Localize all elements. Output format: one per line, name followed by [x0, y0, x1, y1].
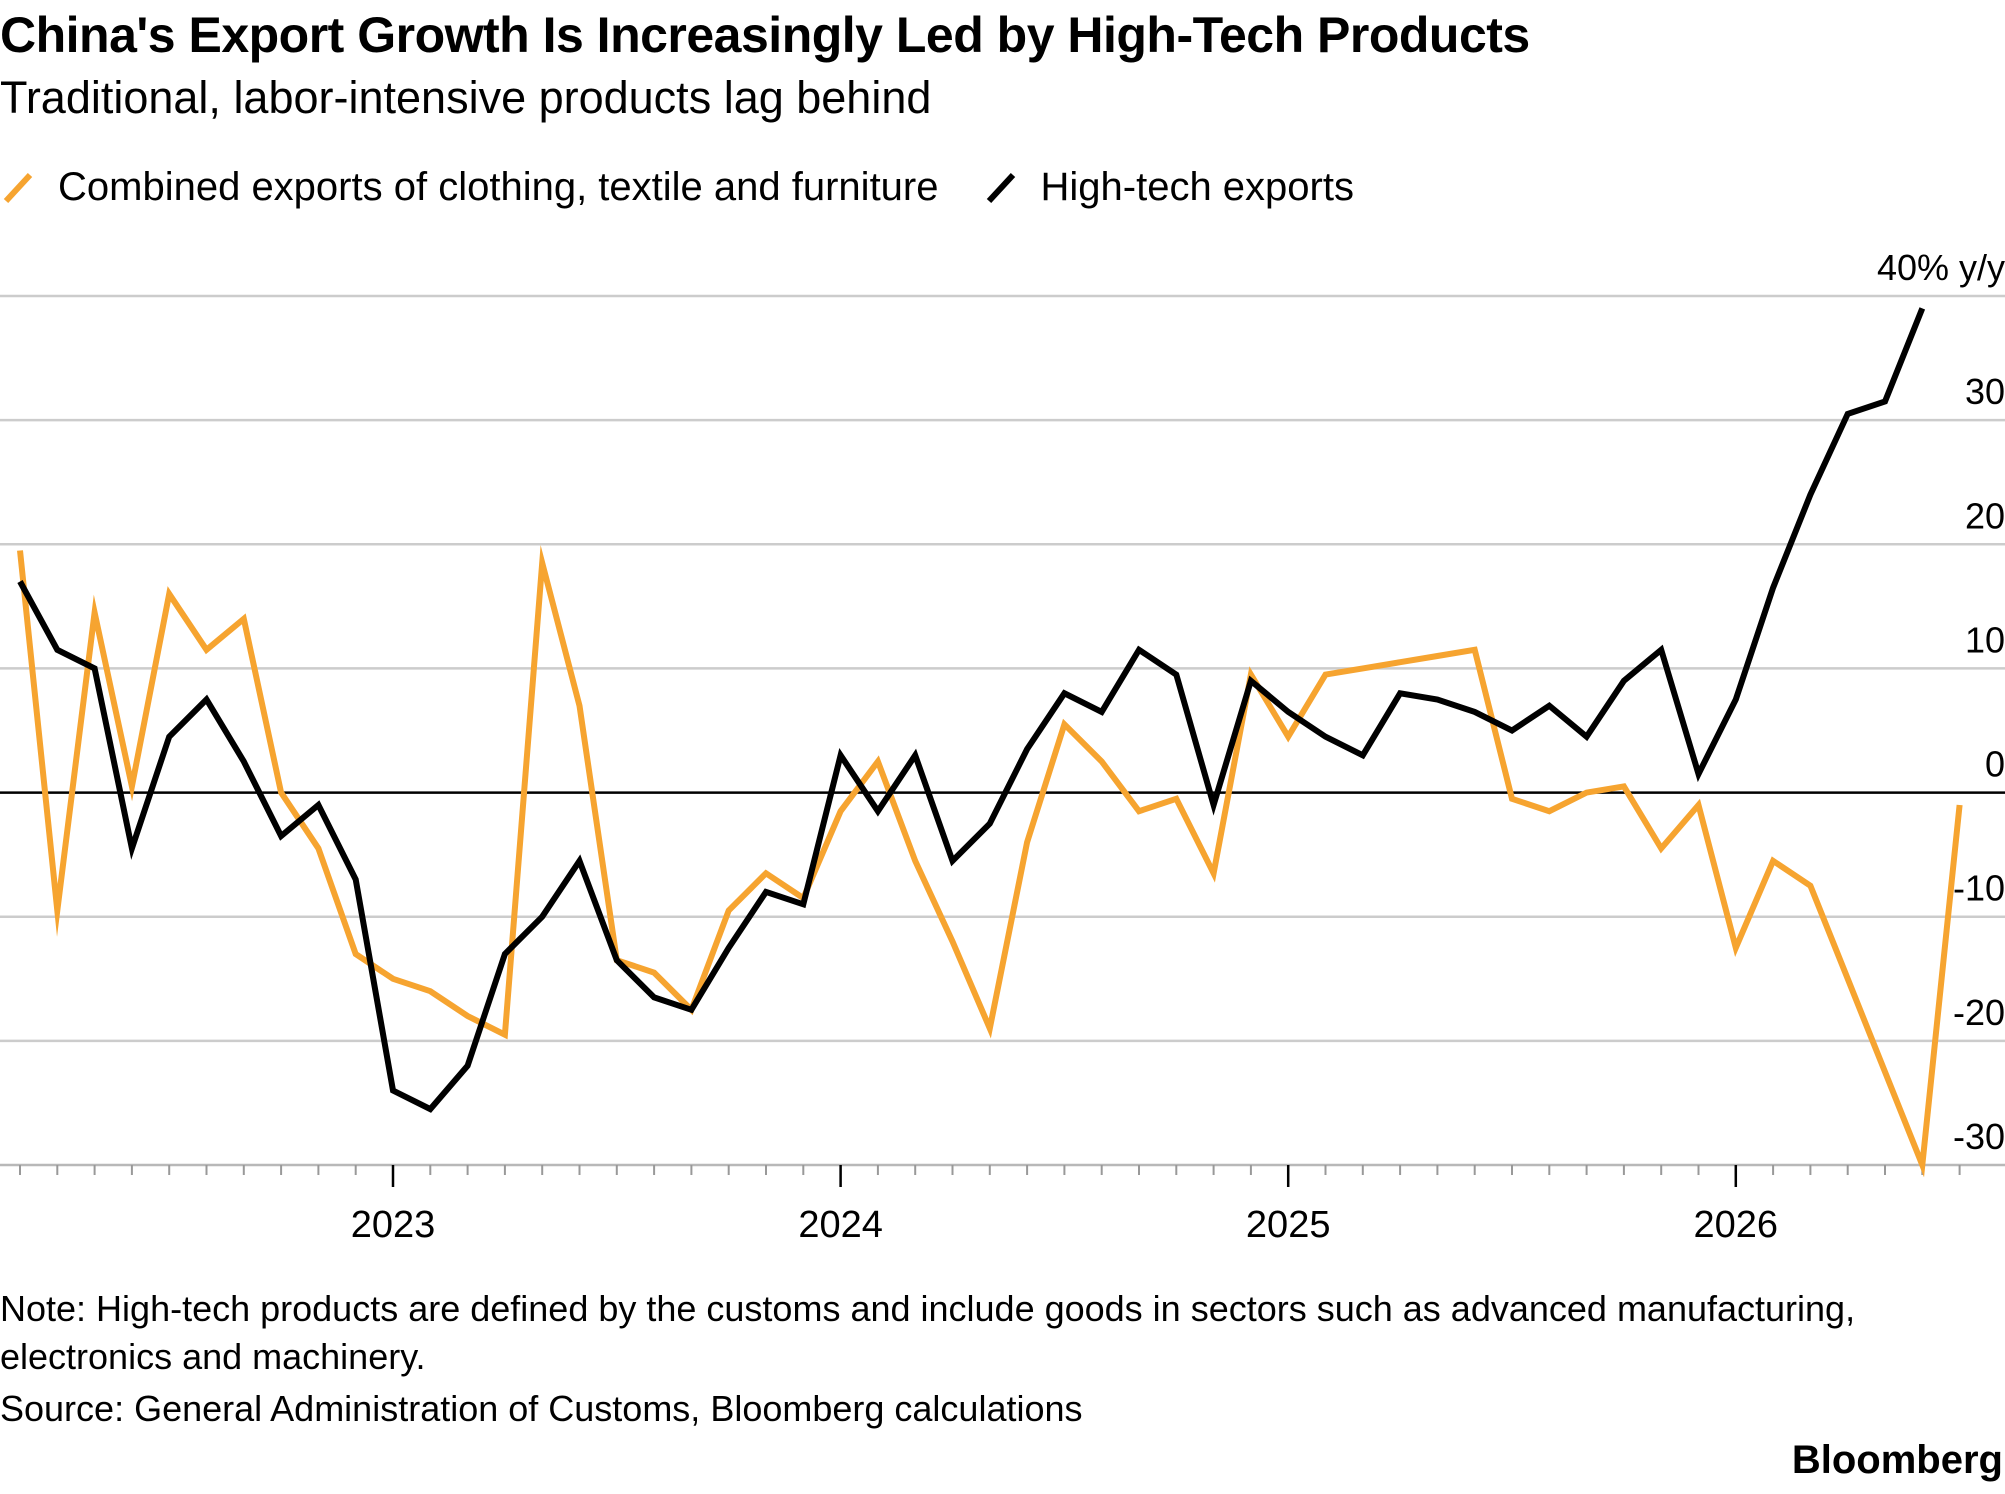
- chart-title: China's Export Growth Is Increasingly Le…: [0, 7, 1530, 63]
- y-tick-label: -10: [1953, 868, 2005, 909]
- legend: Combined exports of clothing, textile an…: [0, 160, 1398, 214]
- series-line-textiles: [17, 544, 1963, 1178]
- line-chart: -30 -20 -10 0 10 20 30 40% y/y 2023 2024 2025 2026: [0, 247, 2005, 1246]
- y-tick-label: -20: [1953, 992, 2005, 1033]
- bloomberg-logo: Bloomberg: [1791, 1438, 2003, 1482]
- y-tick-label: -30: [1953, 1116, 2005, 1157]
- legend-item-textiles: Combined exports of clothing, textile an…: [0, 165, 939, 210]
- x-tick-label: 2025: [1246, 1204, 1331, 1246]
- x-tick-label: 2023: [351, 1204, 436, 1246]
- chart-note: Note: High-tech products are defined by …: [0, 1288, 1856, 1377]
- legend-label-textiles: Combined exports of clothing, textile an…: [58, 164, 939, 209]
- legend-label-high-tech: High-tech exports: [1040, 164, 1354, 209]
- y-tick-label: 30: [1965, 371, 2005, 412]
- y-tick-label: 20: [1965, 495, 2005, 536]
- legend-swatch-high-tech: [986, 172, 1015, 204]
- chart-subtitle: Traditional, labor-intensive products la…: [0, 72, 932, 123]
- series-line-high-tech: [17, 307, 1926, 1113]
- x-tick-label: 2026: [1694, 1204, 1779, 1246]
- chart-source: Source: General Administration of Custom…: [0, 1388, 1083, 1429]
- legend-item-high-tech: High-tech exports: [983, 165, 1354, 210]
- legend-swatch-textiles: [3, 172, 33, 204]
- x-tick-label: 2024: [798, 1204, 883, 1246]
- y-tick-label: 0: [1985, 744, 2005, 785]
- y-tick-label: 40% y/y: [1877, 247, 2005, 288]
- y-tick-label: 10: [1965, 619, 2005, 660]
